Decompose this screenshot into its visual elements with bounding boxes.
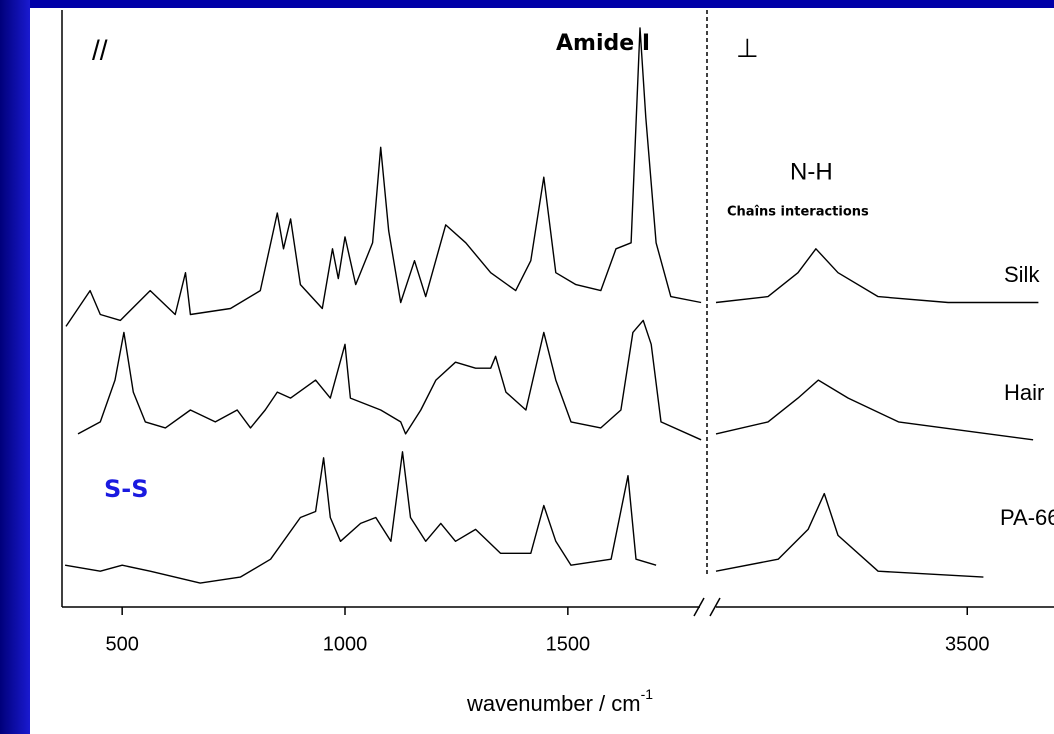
annotation: // <box>92 34 108 65</box>
x-axis-label-sup: -1 <box>641 686 654 702</box>
annotation: Amide I <box>556 31 650 56</box>
plot-panel <box>30 8 1054 734</box>
axis-break <box>709 597 721 617</box>
annotation: Chaîns interactions <box>727 205 869 220</box>
x-tick-label: 500 <box>105 633 138 655</box>
annotation: ⊥ <box>736 33 759 63</box>
x-tick-label: 1000 <box>323 633 368 655</box>
background-strip <box>0 0 30 734</box>
annotation: N-H <box>790 158 833 185</box>
spectrum-line <box>65 27 1039 327</box>
x-tick-label: 3500 <box>945 633 990 655</box>
series-label: PA-66 <box>1000 505 1054 530</box>
spectrum-line <box>77 319 1034 441</box>
annotation: S-S <box>104 475 149 503</box>
x-tick-label: 1500 <box>546 633 591 655</box>
x-axis-label: wavenumber / cm-1 <box>466 686 653 716</box>
x-axis-label-text: wavenumber / cm <box>466 691 641 716</box>
series-label: Silk <box>1004 262 1040 287</box>
spectrum-line <box>64 451 984 584</box>
series-label: Hair <box>1004 380 1044 405</box>
axis-break <box>693 597 705 617</box>
